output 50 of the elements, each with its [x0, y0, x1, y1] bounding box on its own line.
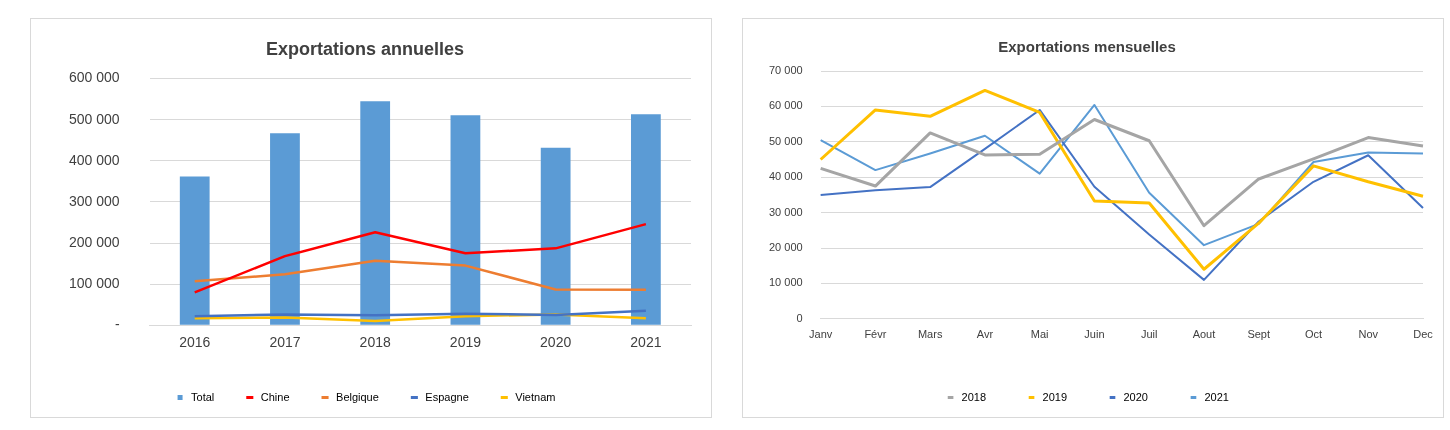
legend-label: Vietnam: [515, 390, 556, 403]
x-tick-label: Dec: [1413, 328, 1434, 341]
legend-label: Espagne: [425, 390, 469, 403]
y-tick-label: 300 000: [69, 192, 120, 209]
x-tick-label: 2018: [359, 334, 391, 351]
legend-label: Total: [191, 390, 215, 403]
bar: [270, 133, 300, 325]
x-tick-label: Aout: [1192, 328, 1216, 341]
x-tick-label: Mars: [917, 328, 943, 341]
chart-title: Exportations annuelles: [265, 38, 465, 59]
legend-label: Chine: [260, 390, 290, 403]
x-tick-label: 2020: [540, 334, 572, 351]
x-tick-label: Nov: [1358, 328, 1379, 341]
y-tick-label: 600 000: [69, 69, 120, 86]
x-tick-label: 2016: [179, 334, 211, 351]
x-tick-label: Sept: [1247, 328, 1271, 341]
x-tick-label: 2017: [269, 334, 301, 351]
x-tick-label: Oct: [1304, 328, 1323, 341]
y-tick-label: -: [114, 316, 120, 333]
y-tick-label: 500 000: [69, 110, 120, 127]
chart-title: Exportations mensuelles: [998, 38, 1176, 56]
x-tick-label: 2019: [449, 334, 482, 351]
bar: [179, 176, 210, 325]
x-tick-label: 2021: [630, 334, 662, 351]
legend-label: 2021: [1204, 390, 1229, 403]
y-tick-label: 10 000: [768, 276, 803, 289]
y-tick-label: 30 000: [768, 205, 803, 218]
bar: [450, 115, 481, 325]
legend-label: Belgique: [336, 390, 379, 403]
x-tick-label: Févr: [864, 328, 887, 341]
y-tick-label: 0: [796, 311, 803, 324]
y-tick-label: 100 000: [69, 274, 120, 291]
bar: [540, 147, 571, 325]
y-tick-label: 20 000: [768, 241, 803, 254]
x-tick-label: Juin: [1084, 328, 1105, 341]
x-tick-label: Avr: [976, 328, 994, 341]
y-tick-label: 40 000: [768, 170, 803, 183]
y-tick-label: 200 000: [69, 233, 120, 250]
y-tick-label: 70 000: [768, 64, 803, 77]
y-tick-label: 50 000: [768, 134, 803, 147]
y-tick-label: 60 000: [768, 99, 803, 112]
bar: [631, 114, 661, 325]
legend-label: 2020: [1123, 390, 1148, 403]
legend-label: 2018: [961, 390, 987, 403]
x-tick-label: Janv: [809, 328, 833, 341]
bar: [360, 101, 391, 325]
x-tick-label: Mai: [1030, 328, 1049, 341]
legend-label: 2019: [1042, 390, 1068, 403]
y-tick-label: 400 000: [69, 151, 120, 168]
x-tick-label: Juil: [1140, 328, 1158, 341]
